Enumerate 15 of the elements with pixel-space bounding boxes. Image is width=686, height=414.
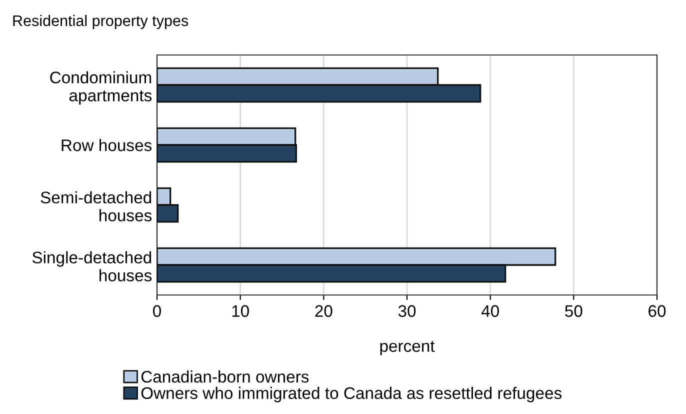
x-tick-label: 50 [565, 305, 582, 317]
y-tick-label: Row houses [62, 138, 152, 152]
y-tick-label: Condominium apartments [50, 71, 152, 105]
x-tick-label: 10 [232, 305, 249, 317]
x-tick-label: 40 [481, 305, 499, 317]
y-tick-label: Semi-detached houses [40, 191, 152, 222]
x-tick-label: 30 [398, 305, 416, 317]
chart-title: Residential property types [13, 14, 188, 30]
x-axis-title: percent [380, 341, 435, 356]
y-tick-label: Single-detached houses [32, 251, 152, 282]
legend-label: Canadian-born owners [141, 370, 309, 383]
x-tick-label: 0 [153, 305, 161, 317]
x-tick-label: 20 [315, 305, 332, 317]
legend-label: Owners who immigrated to Canada as resettled refugees [141, 386, 562, 402]
x-tick-label: 60 [648, 305, 666, 317]
